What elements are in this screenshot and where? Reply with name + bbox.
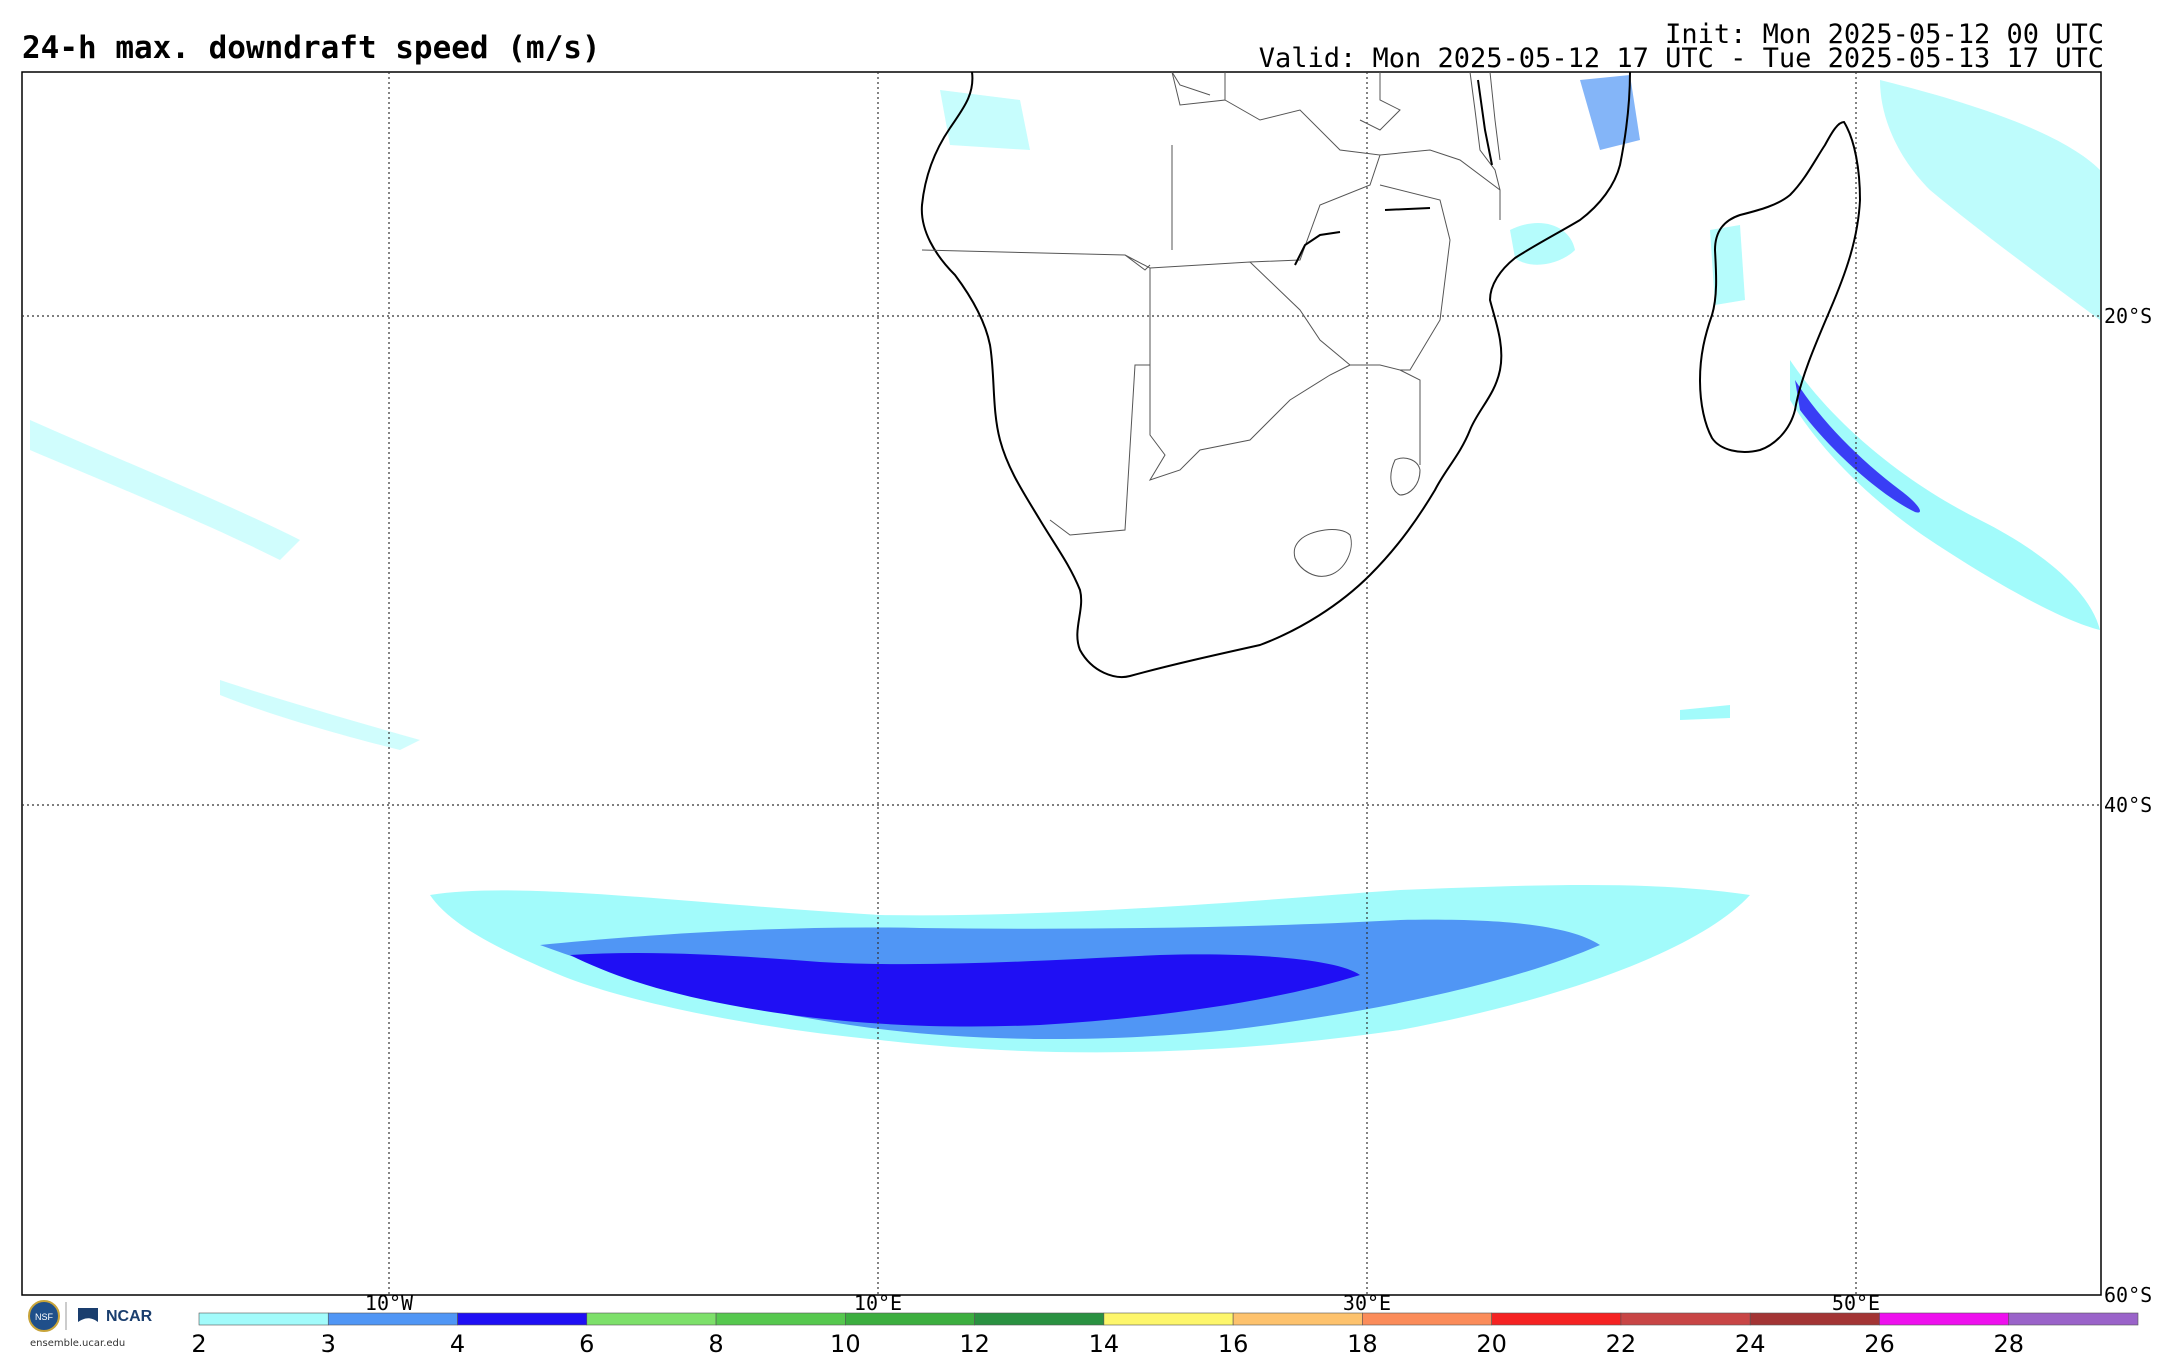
colorbar-tick-label: 20 <box>1476 1330 1507 1354</box>
colorbar-tick-label: 18 <box>1347 1330 1378 1354</box>
border-zambia-zimbabwe <box>1171 71 1381 263</box>
colorbar-segment <box>457 1312 588 1326</box>
valid-time-range: Valid: Mon 2025-05-12 17 UTC - Tue 2025-… <box>1258 43 2104 74</box>
latitude-labels: 20°S 40°S 60°S <box>2104 304 2152 1307</box>
colorbar-tick-label: 2 <box>191 1330 206 1354</box>
map-frame <box>21 71 2102 1296</box>
colorbar-tick-label: 10 <box>830 1330 861 1354</box>
border-drc-angola <box>1171 71 1401 131</box>
colorbar-segment <box>2008 1312 2139 1326</box>
ncar-wave-icon <box>78 1308 98 1322</box>
shading-west-atlantic <box>30 420 300 560</box>
shading-angola-coast <box>940 90 1030 150</box>
colorbar-tick-label: 28 <box>1993 1330 2024 1354</box>
shading-ne-corner <box>1880 80 2100 320</box>
colorbar-segment <box>974 1312 1105 1326</box>
shading-malawi <box>1580 75 1640 150</box>
colorbar-segment <box>1362 1312 1492 1326</box>
colorbar-tick-label: 12 <box>959 1330 990 1354</box>
lon-label-50e: 50°E <box>1832 1291 1880 1315</box>
ensemble-url: ensemble.ucar.edu <box>30 1338 126 1349</box>
lat-label-20s: 20°S <box>2104 304 2152 328</box>
graticule <box>22 72 2101 1295</box>
colorbar: 2 3 4 6 8 10 12 14 16 18 20 22 24 26 28 <box>191 1312 2139 1354</box>
lake-kariba <box>1294 231 1341 266</box>
colorbar-segment <box>1620 1312 1751 1326</box>
colorbar-segment <box>1232 1312 1363 1326</box>
colorbar-segment <box>1103 1312 1234 1326</box>
border-eswatini <box>1390 457 1421 496</box>
lon-label-10w: 10°W <box>365 1291 414 1315</box>
lon-label-30e: 30°E <box>1343 1291 1391 1315</box>
lat-label-40s: 40°S <box>2104 793 2152 817</box>
colorbar-tick-label: 6 <box>579 1330 594 1354</box>
colorbar-tick-label: 4 <box>450 1330 465 1354</box>
colorbar-tick-label: 26 <box>1864 1330 1895 1354</box>
shading-band-dark <box>570 952 1360 1027</box>
shading-plume-east-core <box>1795 380 1920 513</box>
border-south-africa <box>1399 369 1421 465</box>
lake-cahora-bassa <box>1384 207 1431 211</box>
shading-west-atlantic-2 <box>220 680 420 750</box>
colorbar-tick-label: 3 <box>321 1330 336 1354</box>
coastlines <box>920 71 1862 678</box>
border-lesotho <box>1293 529 1352 577</box>
colorbar-segment <box>1491 1312 1622 1326</box>
colorbar-tick-label: 16 <box>1218 1330 1249 1354</box>
colorbar-segment <box>715 1312 846 1326</box>
colorbar-segment <box>198 1312 329 1326</box>
downdraft-shading <box>30 75 2100 1053</box>
colorbar-segment <box>845 1312 975 1326</box>
nsf-ncar-logo: NSF <box>28 1300 98 1332</box>
chart-title: 24-h max. downdraft speed (m/s) <box>22 30 601 66</box>
border-malawi <box>1469 71 1501 191</box>
lat-label-60s: 60°S <box>2104 1283 2152 1307</box>
colorbar-tick-label: 24 <box>1735 1330 1766 1354</box>
lake-malawi <box>1477 79 1493 166</box>
colorbar-segment <box>1749 1312 1880 1326</box>
colorbar-tick-label: 8 <box>708 1330 723 1354</box>
longitude-labels: 10°W 10°E 30°E 50°E <box>365 1291 1880 1315</box>
shading-plume-east <box>1790 360 2100 630</box>
lon-label-10e: 10°E <box>854 1291 902 1315</box>
madagascar-coastline <box>1698 120 1862 453</box>
nsf-seal-icon <box>28 1300 60 1332</box>
colorbar-tick-label: 22 <box>1606 1330 1637 1354</box>
africa-coastline <box>920 71 1631 678</box>
shading-south-indian <box>1680 705 1730 720</box>
colorbar-segment <box>327 1312 458 1326</box>
country-borders <box>921 71 1501 577</box>
colorbar-segment <box>586 1312 717 1326</box>
colorbar-segment <box>1879 1312 2010 1326</box>
ncar-label: NCAR <box>106 1308 153 1325</box>
border-botswana <box>1148 261 1401 481</box>
colorbar-tick-label: 14 <box>1089 1330 1120 1354</box>
svg-text:NSF: NSF <box>35 1312 54 1322</box>
border-mozambique <box>1379 149 1501 371</box>
shading-madagascar-west <box>1710 225 1745 305</box>
border-namibia <box>921 249 1151 536</box>
init-time: Init: Mon 2025-05-12 00 UTC <box>1665 19 2104 50</box>
